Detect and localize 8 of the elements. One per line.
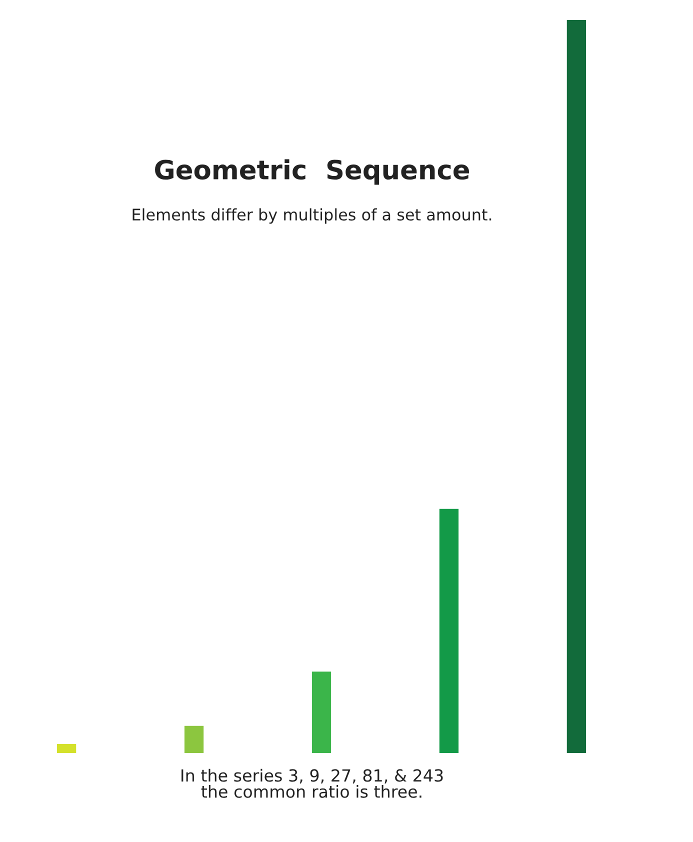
bar (566, 20, 586, 753)
text: Elements differ by multiples of a set amount. (132, 208, 492, 224)
bar (312, 672, 332, 753)
bar (57, 744, 76, 753)
text: In the series 3, 9, 27, 81, & 243 the common ratio is three. (182, 768, 443, 798)
bar (184, 726, 204, 753)
text: Geometric Sequence (155, 159, 470, 185)
bar (439, 508, 459, 753)
